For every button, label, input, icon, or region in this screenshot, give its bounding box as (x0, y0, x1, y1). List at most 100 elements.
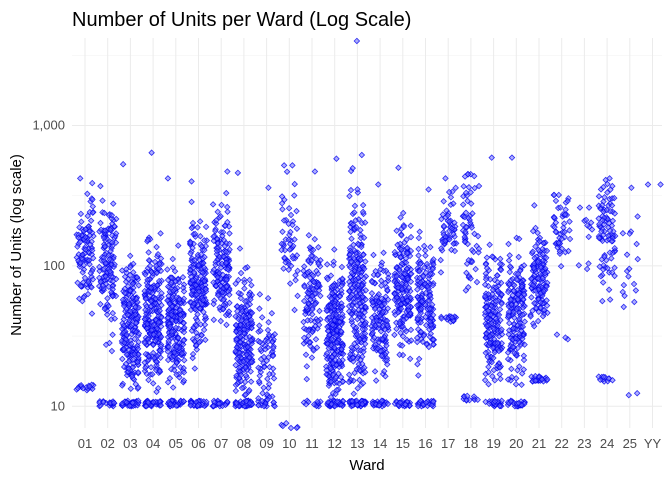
data-point (644, 181, 652, 188)
data-point (506, 319, 513, 327)
data-point (241, 297, 249, 305)
data-point (102, 273, 109, 280)
data-point (88, 284, 95, 291)
data-point (496, 255, 504, 263)
data-point (144, 276, 151, 284)
data-point (135, 384, 142, 391)
data-point (118, 382, 126, 389)
x-tick-label: 05 (169, 436, 183, 451)
data-point (201, 237, 208, 244)
data-point (150, 331, 157, 338)
x-tick-label: 14 (373, 436, 387, 451)
data-point (88, 310, 96, 317)
x-tick-label: 16 (418, 436, 432, 451)
x-tick-label: 01 (78, 436, 92, 451)
data-point (168, 328, 176, 336)
data-point (225, 308, 233, 315)
data-point (86, 383, 93, 390)
data-point (625, 391, 633, 399)
data-point (259, 389, 266, 397)
data-point (452, 184, 459, 192)
data-point (222, 248, 230, 256)
data-point (167, 400, 174, 408)
data-point (152, 337, 159, 345)
data-point (96, 267, 103, 275)
data-point (625, 273, 632, 280)
data-point (125, 346, 133, 354)
data-point (166, 300, 173, 308)
data-point (101, 227, 109, 234)
data-point (149, 289, 156, 297)
data-point (213, 247, 221, 255)
data-point (142, 271, 149, 278)
x-tick-label: 15 (396, 436, 410, 451)
data-point (144, 282, 151, 290)
x-tick-label: 10 (282, 436, 296, 451)
data-point (171, 349, 178, 356)
data-point (566, 218, 573, 225)
data-point (256, 305, 263, 312)
data-point (131, 311, 139, 318)
data-point (129, 280, 137, 288)
data-point (87, 217, 95, 224)
data-point (173, 371, 180, 378)
data-point (233, 336, 240, 343)
data-point (202, 336, 209, 344)
data-point (223, 321, 230, 329)
data-point (416, 228, 423, 236)
data-point (201, 277, 208, 285)
data-point (106, 268, 114, 275)
data-point (132, 380, 139, 388)
data-point (179, 341, 187, 348)
data-point (472, 265, 479, 273)
data-point (224, 168, 231, 175)
x-tick-label: 18 (464, 436, 478, 451)
data-point (223, 203, 231, 211)
data-point (425, 186, 432, 193)
data-point (496, 371, 504, 378)
data-point (157, 323, 165, 330)
data-point (632, 287, 640, 294)
data-point (286, 280, 294, 287)
data-point (149, 380, 157, 387)
data-point (201, 321, 209, 328)
data-point (141, 339, 149, 347)
data-point (237, 294, 245, 302)
data-point (217, 282, 224, 290)
data-point (264, 326, 272, 334)
data-point (312, 336, 320, 343)
data-point (210, 300, 217, 308)
data-point (76, 238, 84, 246)
data-point (512, 380, 520, 388)
data-point (88, 247, 96, 254)
data-point (132, 319, 140, 327)
y-tick-label: 100 (43, 258, 65, 273)
data-point (422, 252, 429, 259)
data-point (620, 303, 628, 311)
data-point (279, 228, 286, 236)
data-point (105, 302, 112, 310)
data-point (210, 316, 218, 324)
data-point (485, 363, 492, 371)
data-point (100, 398, 107, 406)
data-point (180, 364, 187, 372)
data-point (210, 233, 217, 240)
x-tick-label: 06 (191, 436, 205, 451)
data-point (193, 346, 201, 353)
data-point (493, 272, 501, 279)
data-point (200, 264, 208, 271)
data-point (238, 384, 246, 392)
data-point (155, 319, 162, 326)
data-point (353, 37, 361, 45)
data-point (203, 398, 210, 406)
data-point (149, 341, 157, 349)
data-point (256, 291, 264, 298)
data-point (552, 197, 560, 205)
data-point (157, 354, 164, 361)
data-point (79, 251, 86, 258)
data-point (201, 246, 208, 254)
data-point (224, 265, 232, 273)
data-point (147, 364, 155, 371)
data-point (149, 371, 156, 378)
data-point (135, 282, 142, 289)
